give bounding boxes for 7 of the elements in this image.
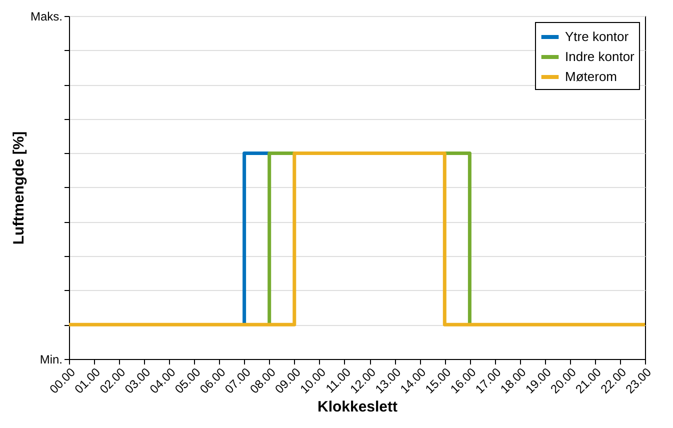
text: Min. [40, 352, 62, 366]
legend-label: Ytre kontor [565, 29, 630, 44]
x-axis-title: Klokkeslett [317, 398, 398, 416]
text: Maks. [30, 10, 62, 24]
legend-label: Møterom [565, 69, 617, 84]
legend-label: Indre kontor [565, 49, 636, 64]
y-axis-title: Luftmengde [%] [10, 131, 28, 245]
